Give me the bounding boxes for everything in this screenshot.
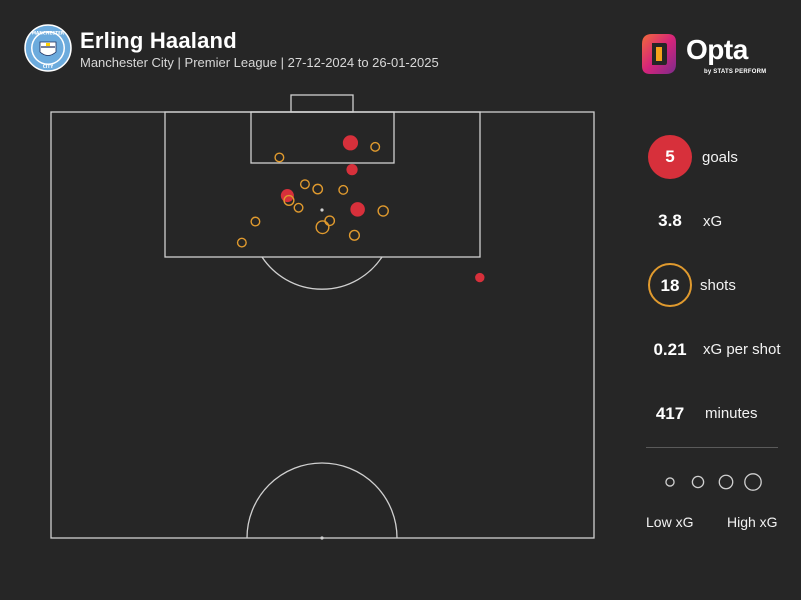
xg-value: 3.8: [658, 211, 682, 230]
shot-marker-12: [348, 229, 361, 241]
opta-logo-icon: [642, 34, 676, 74]
shot-marker-9: [250, 216, 261, 227]
shot-marker-5: [338, 184, 349, 195]
shot-marker-8: [377, 205, 389, 217]
shots-badge: [648, 263, 692, 307]
manchester-city-crest-icon: MANCHESTER CITY: [24, 24, 72, 72]
shots-value: 18: [660, 276, 680, 295]
xg-size-legend: [665, 473, 762, 491]
centre-circle: [246, 462, 398, 539]
goal-marker-2: [346, 163, 358, 176]
centre-spot: [320, 536, 324, 540]
shot-marker-1: [274, 152, 285, 163]
xg-per-shot-value: 0.21: [653, 340, 687, 359]
xg-label: xG: [703, 213, 723, 230]
legend-size-circle-2: [691, 475, 705, 489]
shots-layer: [236, 135, 485, 283]
shot-marker-13: [236, 237, 247, 248]
legend-size-circle-1: [665, 477, 675, 487]
shot-marker-7: [293, 202, 304, 213]
six-yard-box: [250, 111, 395, 164]
crest-text-top: MANCHESTER: [32, 31, 65, 36]
goal-marker-4: [350, 202, 365, 217]
legend-size-circle-3: [718, 474, 734, 490]
legend-low-label: Low xG: [646, 514, 694, 530]
shot-marker-6: [283, 194, 295, 207]
shot-marker-2: [370, 141, 381, 152]
shots-label: shots: [700, 277, 736, 294]
minutes-label: minutes: [705, 405, 758, 422]
shot-marker-3: [299, 179, 310, 190]
shot-marker-11: [315, 220, 330, 235]
crest-text-bottom: CITY: [43, 64, 54, 69]
legend-size-circle-4: [744, 473, 762, 491]
player-name: Erling Haaland: [80, 28, 237, 53]
stats-divider: [646, 447, 778, 448]
chart-subtitle: Manchester City | Premier League | 27-12…: [80, 55, 439, 70]
opta-wordmark: Opta: [686, 34, 748, 65]
shot-marker-4: [312, 183, 324, 195]
xg-per-shot-label: xG per shot: [703, 341, 781, 358]
goals-badge: [648, 135, 692, 179]
goals-label: goals: [702, 149, 738, 166]
goal-frame: [290, 94, 354, 113]
legend-high-label: High xG: [727, 514, 778, 530]
penalty-arc: [261, 256, 383, 290]
shot-marker-10: [324, 215, 336, 227]
opta-byline: by STATS PERFORM: [704, 69, 767, 75]
pitch-outline: [50, 111, 595, 539]
penalty-spot: [320, 208, 324, 212]
minutes-value: 417: [655, 404, 685, 423]
penalty-area: [164, 111, 481, 258]
goal-marker-5: [475, 272, 485, 283]
goal-marker-1: [342, 135, 359, 151]
goals-value: 5: [665, 147, 675, 166]
